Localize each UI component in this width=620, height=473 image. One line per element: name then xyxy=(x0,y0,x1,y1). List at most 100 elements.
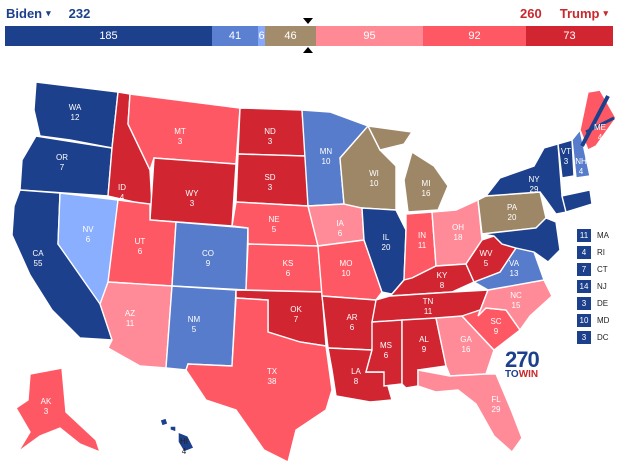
svg-text:10: 10 xyxy=(322,157,331,166)
svg-text:13: 13 xyxy=(510,269,519,278)
svg-text:NH: NH xyxy=(575,157,587,166)
svg-text:6: 6 xyxy=(338,229,343,238)
state-nh[interactable]: NH 4 xyxy=(571,128,591,179)
electoral-tally-bar: 185 41 6 46 95 92 73 xyxy=(5,26,613,46)
midpoint-marker-top-icon xyxy=(303,18,313,24)
trump-electoral-total: 260 xyxy=(520,6,542,21)
trump-candidate-dropdown[interactable]: Trump xyxy=(559,6,600,21)
svg-text:MO: MO xyxy=(340,259,353,268)
state-vt[interactable]: VT 3 xyxy=(557,139,575,179)
state-co[interactable]: CO 9 xyxy=(171,221,249,291)
tally-segment-lean-d: 6 xyxy=(258,26,265,46)
svg-text:IN: IN xyxy=(418,231,426,240)
state-az[interactable]: AZ 11 xyxy=(99,281,173,369)
svg-text:AL: AL xyxy=(419,335,429,344)
svg-text:3: 3 xyxy=(564,157,569,166)
svg-text:NY: NY xyxy=(528,175,540,184)
svg-text:NC: NC xyxy=(510,291,522,300)
svg-text:AK: AK xyxy=(41,397,52,406)
svg-text:3: 3 xyxy=(178,137,183,146)
midpoint-marker-bottom-icon xyxy=(303,47,313,53)
ne-row-ct[interactable]: 7 CT xyxy=(577,263,608,276)
svg-text:16: 16 xyxy=(462,345,471,354)
biden-electoral-total: 232 xyxy=(68,6,91,21)
svg-text:KS: KS xyxy=(283,259,294,268)
state-mi[interactable]: MI 16 xyxy=(366,125,449,213)
svg-text:VA: VA xyxy=(509,259,520,268)
svg-text:12: 12 xyxy=(71,113,80,122)
svg-text:6: 6 xyxy=(86,235,91,244)
svg-text:16: 16 xyxy=(422,189,431,198)
svg-text:5: 5 xyxy=(272,225,277,234)
svg-text:WY: WY xyxy=(186,189,200,198)
svg-text:9: 9 xyxy=(494,327,499,336)
state-mo[interactable]: MO 10 xyxy=(317,239,383,301)
svg-text:4: 4 xyxy=(182,447,187,456)
svg-text:NM: NM xyxy=(188,315,201,324)
svg-text:SD: SD xyxy=(264,173,275,182)
state-nm[interactable]: NM 5 xyxy=(165,285,237,371)
state-hi[interactable]: HI 4 xyxy=(159,417,195,456)
svg-text:3: 3 xyxy=(190,199,195,208)
svg-text:6: 6 xyxy=(350,323,355,332)
svg-text:10: 10 xyxy=(342,269,351,278)
state-ia[interactable]: IA 6 xyxy=(307,203,365,247)
ne-row-nj[interactable]: 14 NJ xyxy=(577,280,607,293)
state-sd[interactable]: SD 3 xyxy=(235,153,309,207)
svg-text:10: 10 xyxy=(370,179,379,188)
us-electoral-map: WA 12 OR 7 CA 55 NV 6 ID 4 MT 3 WY 3 UT … xyxy=(11,81,617,464)
svg-text:MT: MT xyxy=(174,127,186,136)
biden-header: Biden ▾ 232 xyxy=(6,6,90,21)
svg-text:20: 20 xyxy=(508,213,517,222)
svg-text:6: 6 xyxy=(384,351,389,360)
svg-text:15: 15 xyxy=(512,301,521,310)
svg-text:NE: NE xyxy=(268,215,279,224)
tally-segment-lean-r: 95 xyxy=(316,26,423,46)
svg-text:MN: MN xyxy=(320,147,333,156)
svg-text:HI: HI xyxy=(180,437,188,446)
svg-text:AR: AR xyxy=(346,313,357,322)
svg-text:7: 7 xyxy=(60,163,65,172)
trump-chevron-down-icon[interactable]: ▾ xyxy=(603,8,608,18)
svg-text:38: 38 xyxy=(268,377,277,386)
svg-text:4: 4 xyxy=(579,167,584,176)
svg-text:9: 9 xyxy=(206,259,211,268)
svg-text:NV: NV xyxy=(82,225,94,234)
state-fl[interactable]: FL 29 xyxy=(417,369,523,454)
ne-row-ri[interactable]: 4 RI xyxy=(577,246,605,259)
svg-text:8: 8 xyxy=(440,281,445,290)
tally-segment-safe-r: 73 xyxy=(526,26,613,46)
state-wy[interactable]: WY 3 xyxy=(149,157,237,227)
mid-atlantic-states[interactable] xyxy=(481,217,561,263)
state-ks[interactable]: KS 6 xyxy=(245,243,323,293)
ne-row-md[interactable]: 10 MD xyxy=(577,314,609,327)
biden-candidate-dropdown[interactable]: Biden xyxy=(6,6,43,21)
svg-text:KY: KY xyxy=(437,271,448,280)
svg-text:CO: CO xyxy=(202,249,214,258)
svg-text:WA: WA xyxy=(69,103,82,112)
svg-text:MI: MI xyxy=(422,179,431,188)
state-mt[interactable]: MT 3 xyxy=(127,93,241,172)
svg-text:7: 7 xyxy=(294,315,299,324)
svg-text:6: 6 xyxy=(286,269,291,278)
state-nd[interactable]: ND 3 xyxy=(237,107,307,157)
svg-text:CA: CA xyxy=(32,249,44,258)
trump-header: 260 Trump ▾ xyxy=(520,6,608,21)
svg-text:MS: MS xyxy=(380,341,392,350)
biden-chevron-down-icon[interactable]: ▾ xyxy=(46,8,51,18)
state-me[interactable]: ME 4 xyxy=(579,89,617,151)
ne-row-de[interactable]: 3 DE xyxy=(577,297,608,310)
ne-row-dc[interactable]: 3 DC xyxy=(577,331,609,344)
ne-row-ma[interactable]: 11 MA xyxy=(577,229,609,242)
svg-text:WV: WV xyxy=(480,249,494,258)
svg-text:LA: LA xyxy=(351,367,361,376)
state-tx[interactable]: TX 38 xyxy=(185,297,333,464)
state-ar[interactable]: AR 6 xyxy=(321,295,377,351)
270towin-logo[interactable]: 270 TOWIN xyxy=(505,347,540,380)
state-ak[interactable]: AK 3 xyxy=(15,367,102,454)
svg-text:4: 4 xyxy=(120,193,125,202)
new-england-states[interactable] xyxy=(561,189,593,213)
svg-text:OK: OK xyxy=(290,305,302,314)
svg-text:55: 55 xyxy=(34,259,43,268)
svg-text:ND: ND xyxy=(264,127,276,136)
